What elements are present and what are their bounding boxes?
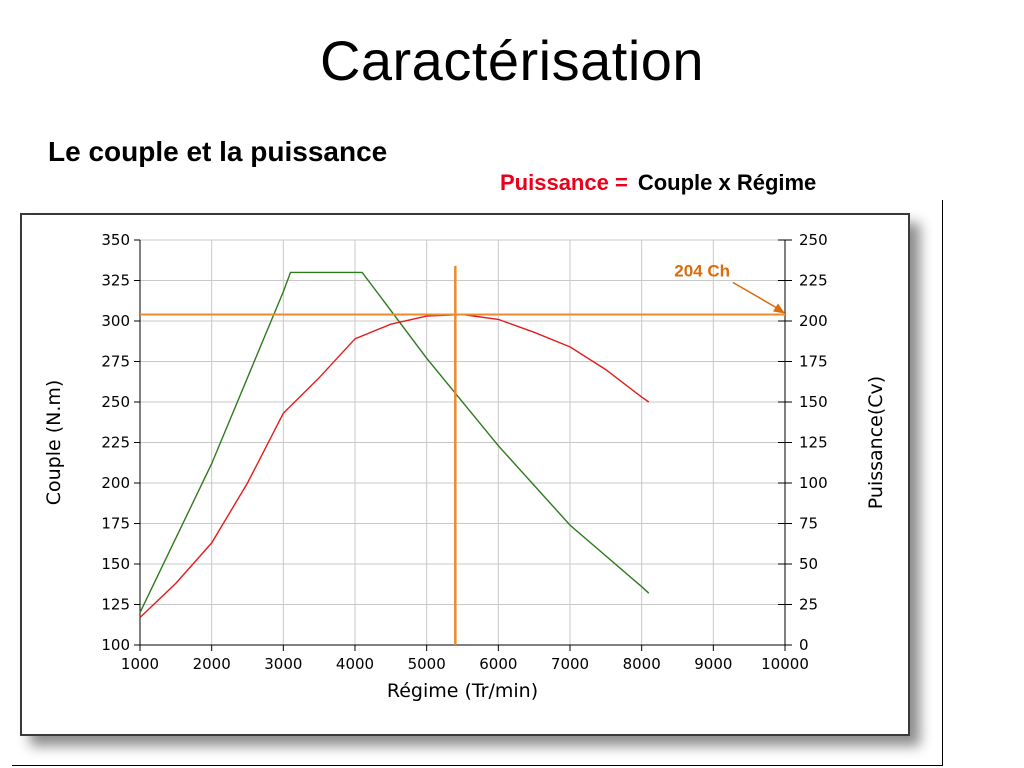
- max-power-annotation: 204 Ch: [674, 262, 730, 281]
- slide-divider-vertical: [942, 200, 943, 766]
- y-left-tick-label: 225: [101, 434, 130, 452]
- annotation-arrow-line: [732, 281, 784, 313]
- x-tick-label: 8000: [623, 655, 661, 673]
- x-tick-label: 9000: [694, 655, 732, 673]
- y-right-tick-label: 250: [799, 231, 828, 249]
- x-tick-label: 2000: [193, 655, 231, 673]
- slide-subtitle: Le couple et la puissance: [48, 136, 388, 167]
- y-right-tick-label: 75: [799, 515, 818, 533]
- y-left-tick-label: 250: [101, 393, 130, 411]
- x-tick-label: 6000: [479, 655, 517, 673]
- torque-power-chart: 1000 2000 3000 4000 5000 6000 7000 8000 9000 1000…: [43, 231, 887, 702]
- power-series-line: [139, 313, 650, 619]
- y-right-tick-label: 150: [799, 393, 828, 411]
- y-right-tick-label: 200: [799, 312, 828, 330]
- y-left-tick-label: 175: [101, 515, 130, 533]
- y-left-tick-label: 300: [101, 312, 130, 330]
- formula-rhs: Couple x Régime: [637, 170, 817, 195]
- y-right-tick-label: 100: [799, 474, 828, 492]
- slide-divider-horizontal: [12, 765, 943, 766]
- chart-frame: 1000 2000 3000 4000 5000 6000 7000 8000 9000 1000…: [20, 213, 910, 736]
- y-right-tick-label: 0: [799, 636, 809, 654]
- y-left-axis-title: Couple (N.m): [43, 380, 65, 506]
- y-right-tick-label: 25: [799, 596, 818, 614]
- y-right-axis-title: Puissance(Cv): [865, 376, 887, 509]
- x-axis-title: Régime (Tr/min): [387, 680, 538, 702]
- y-left-tick-label: 325: [101, 272, 130, 290]
- x-tick-label: 5000: [408, 655, 446, 673]
- slide-title: Caractérisation: [319, 29, 705, 92]
- x-tick-label: 7000: [551, 655, 589, 673]
- x-tick-label: 3000: [264, 655, 302, 673]
- power-formula: Puissance = Couple x Régime: [500, 170, 816, 196]
- annotation-arrow-head: [773, 303, 785, 314]
- y-left-tick-label: 100: [101, 636, 130, 654]
- x-tick-label: 10000: [761, 655, 809, 673]
- y-left-tick-label: 350: [101, 231, 130, 249]
- y-left-tick-label: 150: [101, 555, 130, 573]
- x-tick-label: 4000: [336, 655, 374, 673]
- y-right-tick-label: 125: [799, 434, 828, 452]
- formula-lhs: Puissance =: [500, 170, 628, 195]
- y-right-tick-label: 175: [799, 353, 828, 371]
- y-right-tick-label: 50: [799, 555, 818, 573]
- y-left-tick-label: 275: [101, 353, 130, 371]
- y-left-tick-label: 125: [101, 596, 130, 614]
- y-right-tick-label: 225: [799, 272, 828, 290]
- x-tick-label: 1000: [121, 655, 159, 673]
- y-left-tick-label: 200: [101, 474, 130, 492]
